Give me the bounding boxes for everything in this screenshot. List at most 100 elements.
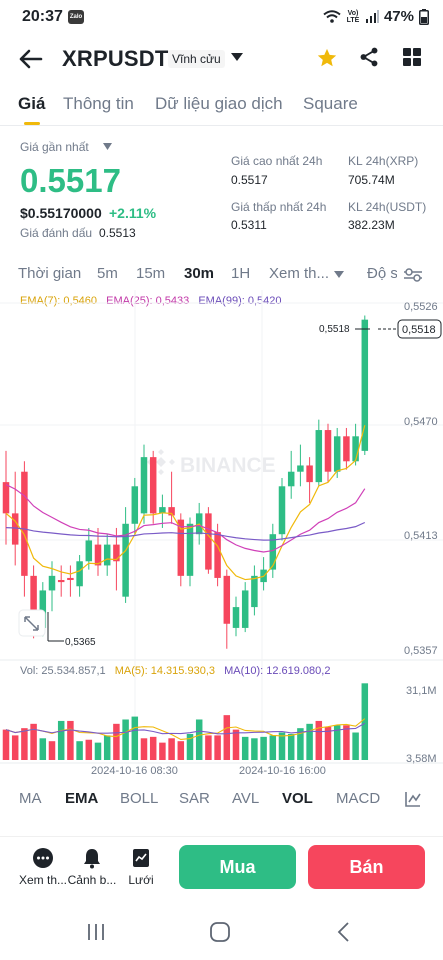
volume-ma10-line: [5, 722, 366, 735]
caret-down-icon[interactable]: [334, 271, 344, 278]
candle-down: [205, 513, 212, 570]
vol-usdt-value: 382.23M: [348, 218, 395, 232]
volume-bar: [85, 739, 93, 760]
candle-down: [11, 513, 19, 545]
alert-tool-label: Cảnh b...: [67, 873, 117, 887]
last-price-label[interactable]: Giá gần nhất: [20, 140, 89, 154]
candle-up: [39, 590, 47, 628]
main-tabs: Giá Thông tin Dữ liệu giao dịch Square: [0, 92, 443, 126]
status-time: 20:37: [22, 8, 63, 25]
indicator-boll[interactable]: BOLL: [120, 790, 159, 807]
volume-bar: [352, 732, 359, 760]
candle-down: [149, 457, 157, 514]
candle-up: [352, 436, 359, 462]
x-axis-label: 2024-10-16 08:30: [91, 765, 178, 777]
binance-watermark: BINANCE: [147, 449, 276, 477]
ema25-line: [5, 483, 366, 553]
volume-bar: [223, 715, 231, 760]
volume-bar: [297, 728, 304, 760]
volume-bar: [57, 720, 65, 760]
indicator-sar[interactable]: SAR: [179, 790, 210, 807]
candle-up: [131, 486, 139, 524]
low-24h-value: 0.5311: [231, 218, 267, 232]
fullscreen-icon[interactable]: [18, 609, 46, 637]
chart-settings-icon[interactable]: [404, 790, 422, 808]
candle-up: [361, 319, 369, 451]
depth-tab[interactable]: Độ sâu: [367, 265, 397, 282]
sell-button[interactable]: Bán: [308, 845, 425, 889]
ema7-value: EMA(7): 0,5460: [20, 295, 98, 307]
alert-tool[interactable]: Cảnh b...: [62, 847, 122, 887]
tab-info[interactable]: Thông tin: [63, 94, 134, 113]
ema7-line: [5, 425, 366, 581]
candle-up: [186, 523, 194, 576]
candlestick-chart[interactable]: BINANCE 0,5526 0,5470 0,5413 0,5357 0,55…: [0, 290, 443, 780]
candle-series: [2, 315, 369, 649]
indicator-ema[interactable]: EMA: [65, 790, 99, 807]
indicator-settings-icon[interactable]: [404, 268, 422, 282]
share-icon[interactable]: [358, 46, 380, 68]
volume-bar: [94, 742, 102, 760]
recent-apps-icon[interactable]: [85, 921, 107, 943]
timeframe-1h[interactable]: 1H: [231, 265, 251, 282]
candle-down: [113, 544, 120, 562]
tab-price[interactable]: Giá: [18, 94, 46, 113]
chevron-down-icon[interactable]: [230, 52, 244, 62]
candle-up: [159, 507, 166, 514]
pair-title[interactable]: XRPUSDT: [62, 46, 169, 71]
candle-down: [2, 482, 10, 514]
volume-bar: [333, 725, 341, 760]
candle-up: [278, 486, 286, 535]
timeframe-5m[interactable]: 5m: [97, 265, 118, 282]
current-price-tag-text: 0,5518: [402, 324, 436, 336]
indicator-ma[interactable]: MA: [19, 790, 42, 807]
caret-down-icon[interactable]: [103, 143, 112, 150]
timeframe-more[interactable]: Xem th...: [269, 265, 330, 282]
tab-square[interactable]: Square: [303, 94, 358, 113]
back-nav-icon[interactable]: [333, 921, 355, 943]
home-icon[interactable]: [209, 921, 231, 943]
grid-bot-tool[interactable]: Lưới: [111, 847, 171, 887]
indicator-params-row: [0, 823, 443, 833]
timeframe-15m[interactable]: 15m: [136, 265, 166, 282]
back-arrow-icon[interactable]: [16, 44, 46, 74]
vol-xrp-label: KL 24h(XRP): [348, 154, 419, 168]
system-nav-bar: [0, 905, 443, 960]
price-change-percent: +2.11%: [109, 205, 157, 221]
timeframe-30m[interactable]: 30m: [184, 265, 215, 282]
tab-trading-data[interactable]: Dữ liệu giao dịch: [155, 94, 283, 113]
volume-bar: [39, 738, 47, 760]
indicator-avl[interactable]: AVL: [232, 790, 260, 807]
timeframe-time[interactable]: Thời gian: [18, 265, 82, 282]
buy-button[interactable]: Mua: [179, 845, 296, 889]
volume-bar: [205, 735, 212, 760]
high-24h-value: 0.5517: [231, 173, 268, 187]
signal-icon: [365, 9, 379, 23]
volume-bar: [278, 732, 286, 760]
last-price: 0.5517: [20, 162, 121, 199]
y-tick-label: 0,5526: [404, 301, 438, 313]
candle-down: [168, 507, 175, 516]
status-indicators: Vo) LTE 47%: [323, 8, 429, 25]
layout-grid-icon[interactable]: [402, 47, 422, 67]
volume-bar: [140, 738, 148, 760]
candle-up: [122, 523, 129, 597]
volume-bar: [251, 738, 258, 760]
volume-ma10-value: MA(10): 12.619.080,2: [224, 665, 331, 677]
candle-down: [343, 436, 350, 462]
vol-xrp-value: 705.74M: [348, 173, 395, 187]
y-tick-label: 0,5413: [404, 530, 438, 542]
indicator-vol[interactable]: VOL: [282, 790, 313, 807]
ema25-value: EMA(25): 0,5433: [106, 295, 190, 307]
low-marker-label: 0,5365: [65, 637, 96, 648]
contract-type-tag: Vĩnh cửu: [168, 50, 225, 68]
volume-bar: [11, 735, 19, 760]
active-tab-indicator: [24, 122, 40, 125]
volume-bar: [159, 742, 166, 760]
indicator-macd[interactable]: MACD: [336, 790, 381, 807]
star-icon[interactable]: [316, 47, 338, 69]
candle-down: [324, 430, 332, 472]
more-tool[interactable]: Xem th...: [13, 847, 73, 887]
volume-bar: [122, 719, 129, 760]
volume-bar: [168, 738, 175, 760]
